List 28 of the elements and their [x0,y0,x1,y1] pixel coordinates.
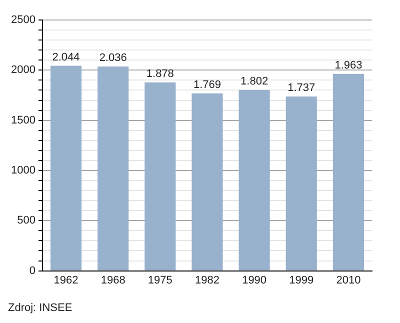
x-tick-label: 1968 [100,274,126,286]
bar [50,66,82,270]
data-label: 2.036 [99,52,127,64]
y-tick-label: 1500 [10,114,36,126]
bar [332,74,364,270]
bar [98,66,129,270]
data-label: 1.802 [240,76,268,88]
bar [286,96,317,270]
text: Zdroj: INSEE [8,302,72,314]
y-tick-label: 2500 [10,14,36,26]
x-tick-label: 2010 [336,274,361,286]
data-label: 1.878 [146,68,174,80]
x-tick-label: 1975 [148,274,172,286]
y-tick-label: 1000 [10,164,36,177]
y-tick-label: 0 [29,264,36,277]
data-label: 1.769 [193,78,221,91]
bar [144,82,176,270]
data-label: 1.963 [334,59,362,72]
bar [238,90,270,270]
x-tick-label: 1999 [289,274,314,286]
x-tick-label: 1962 [54,274,78,286]
x-tick-label: 1982 [194,274,220,286]
y-tick-label: 500 [17,214,36,227]
data-label: 1.737 [288,82,316,94]
data-label: 2.044 [52,51,80,64]
y-tick-label: 2000 [10,64,36,76]
x-tick-label: 1990 [242,274,267,286]
bar [192,93,223,270]
